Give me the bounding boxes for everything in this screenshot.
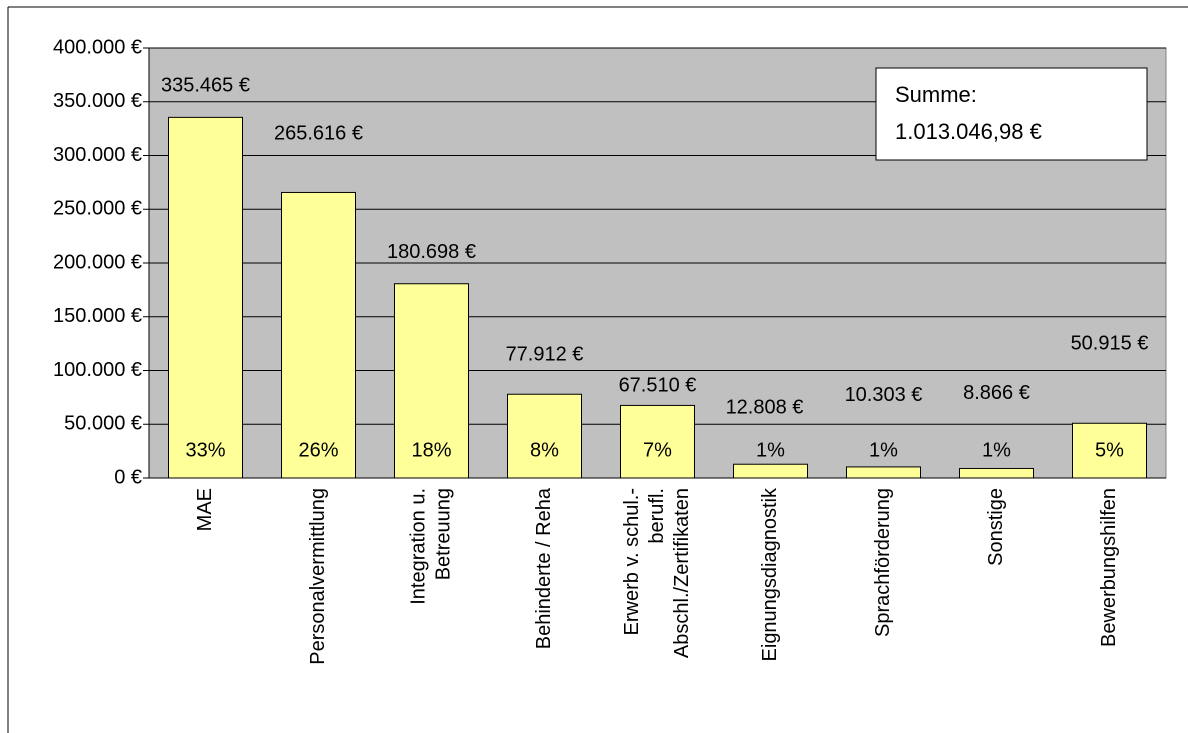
value-label: 335.465 €: [161, 75, 250, 97]
y-tick-label: 200.000 €: [53, 251, 142, 273]
x-tick-label: Abschl./Zertifikaten: [671, 488, 693, 658]
x-tick-label: Erwerb v. schul.-: [621, 488, 643, 635]
bar: [959, 467, 1034, 479]
bar: [846, 466, 921, 479]
value-label: 50.915 €: [1071, 333, 1149, 355]
x-tick-label: Bewerbungshilfen: [1098, 488, 1120, 647]
x-tick-label: Personalvermittlung: [307, 488, 329, 665]
bar: [620, 404, 695, 479]
annotation: 1.013.046,98 €: [895, 119, 1042, 144]
value-label: 8.866 €: [963, 382, 1030, 404]
share-label: 8%: [530, 439, 559, 461]
share-label: 5%: [1095, 439, 1124, 461]
share-label: 1%: [982, 439, 1011, 461]
share-label: 18%: [411, 439, 451, 461]
share-label: 7%: [643, 439, 672, 461]
value-label: 67.510 €: [619, 375, 697, 397]
value-label: 180.698 €: [387, 241, 476, 263]
share-label: 33%: [185, 439, 225, 461]
x-tick-label: MAE: [194, 488, 216, 531]
annotation: Summe:: [895, 82, 977, 107]
x-tick-label: berufl.: [646, 488, 668, 544]
share-label: 1%: [756, 439, 785, 461]
y-tick-label: 300.000 €: [53, 144, 142, 166]
x-tick-label: Betreuung: [432, 488, 454, 580]
value-label: 265.616 €: [274, 123, 363, 145]
y-tick-label: 400.000 €: [53, 36, 142, 58]
share-label: 26%: [298, 439, 338, 461]
bar: [733, 463, 808, 479]
y-tick-label: 150.000 €: [53, 305, 142, 327]
y-tick-label: 0 €: [114, 466, 142, 488]
bar: [507, 393, 582, 479]
annotation-box: [875, 67, 1148, 161]
y-tick-label: 250.000 €: [53, 198, 142, 220]
x-tick-label: Eignungsdiagnostik: [759, 487, 781, 661]
x-tick-label: Behinderte / Reha: [533, 487, 555, 649]
bar: [394, 283, 469, 479]
bar: [281, 191, 356, 479]
value-label: 10.303 €: [845, 384, 923, 406]
bar: [168, 116, 243, 479]
x-tick-label: Sonstige: [985, 488, 1007, 566]
y-tick-label: 50.000 €: [64, 413, 142, 435]
y-tick-label: 350.000 €: [53, 90, 142, 112]
bar: [1072, 422, 1147, 479]
x-tick-label: Sprachförderung: [872, 488, 894, 637]
y-tick-label: 100.000 €: [53, 359, 142, 381]
value-label: 12.808 €: [726, 397, 804, 419]
value-label: 77.912 €: [506, 344, 584, 366]
x-tick-label: Integration u.: [407, 488, 429, 605]
share-label: 1%: [869, 439, 898, 461]
